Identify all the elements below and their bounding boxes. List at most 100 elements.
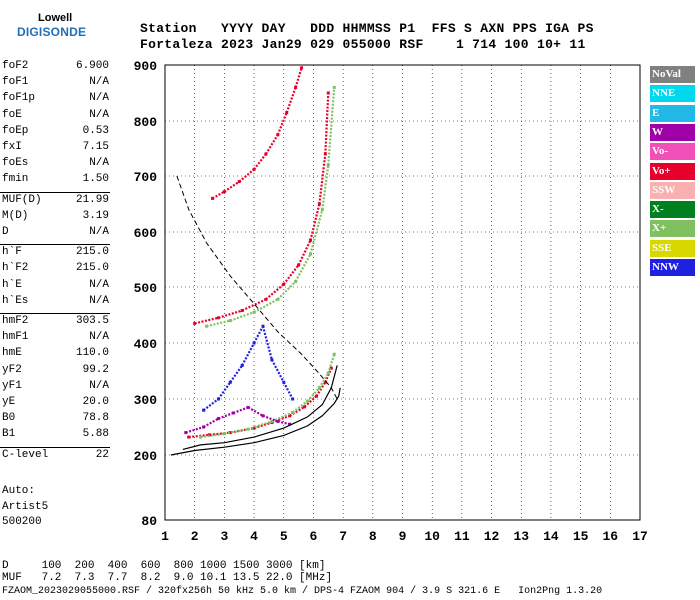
x-tick-label: 10 xyxy=(424,529,440,544)
trace-segment xyxy=(202,398,220,412)
trace-segment xyxy=(289,405,306,417)
legend-item-e: E xyxy=(650,104,695,122)
param-row: yE 20.0 xyxy=(2,396,109,410)
param-name: fxI xyxy=(2,141,22,153)
param-value: 78.8 xyxy=(82,412,109,425)
trace-segment xyxy=(253,153,267,171)
param-value: 7.15 xyxy=(82,141,109,153)
param-row: hmF2 303.5 xyxy=(2,315,109,329)
trace-segment xyxy=(309,203,321,241)
param-name: M(D) xyxy=(2,209,29,222)
param-row: foF1p N/A xyxy=(2,92,109,106)
param-value: N/A xyxy=(89,331,109,344)
param-separator xyxy=(0,191,110,193)
param-value: 22 xyxy=(95,448,109,461)
legend-item-nne: NNE xyxy=(650,85,695,103)
x-tick-label: 11 xyxy=(454,529,470,544)
param-row: h`F2 215.0 xyxy=(2,262,109,276)
param-row: foEs N/A xyxy=(2,157,109,171)
param-row: yF1 N/A xyxy=(2,380,109,394)
param-value: N/A xyxy=(89,92,109,105)
trace-segment xyxy=(206,319,231,328)
legend-item-x: X+ xyxy=(650,220,695,238)
param-name: B1 xyxy=(2,428,16,441)
trace-segment xyxy=(291,400,309,414)
trace-segment xyxy=(309,209,324,255)
trace-segment xyxy=(211,190,225,200)
param-name: B0 xyxy=(2,412,16,425)
param-row: foEp 0.53 xyxy=(2,125,109,139)
param-row: fxI 7.15 xyxy=(2,141,109,155)
param-name: fmin xyxy=(2,173,29,186)
x-tick-label: 1 xyxy=(161,529,169,544)
x-tick-label: 2 xyxy=(191,529,199,544)
trace-segment xyxy=(229,364,244,383)
param-separator xyxy=(0,313,110,314)
trace-segment xyxy=(253,325,264,344)
param-row: yF2 99.2 xyxy=(2,364,109,378)
trace-segment xyxy=(324,92,330,155)
param-row: fmin 1.50 xyxy=(2,173,109,187)
trace-segment xyxy=(265,283,285,301)
param-value: 20.0 xyxy=(82,396,109,408)
param-value: 110.0 xyxy=(75,347,109,360)
trace-segment xyxy=(294,67,303,88)
y-tick-label: 600 xyxy=(134,226,158,241)
param-row: foF2 6.900 xyxy=(2,60,109,74)
param-name: h`F2 xyxy=(2,262,29,275)
param-value: 1.50 xyxy=(82,173,109,186)
y-tick-label: 200 xyxy=(134,449,158,464)
trace-segment xyxy=(306,387,321,402)
param-value: N/A xyxy=(89,379,109,392)
trace-segment xyxy=(223,180,240,193)
trace-segment xyxy=(261,325,273,361)
param-name: foF2 xyxy=(2,60,29,72)
logo-digisonde-text: DIGISONDE xyxy=(17,25,87,39)
trace-segment xyxy=(318,372,330,389)
param-value: 6.900 xyxy=(75,60,109,72)
trace-segment xyxy=(271,414,291,424)
x-tick-label: 15 xyxy=(573,529,589,544)
header-row-1: Station YYYY DAY DDD HHMMSS P1 FFS S AXN… xyxy=(140,21,594,36)
param-value: N/A xyxy=(89,278,109,291)
trace-segment xyxy=(247,406,264,417)
param-value: N/A xyxy=(89,76,109,89)
param-row: h`E N/A xyxy=(2,279,109,293)
trace-segment xyxy=(224,428,249,435)
trace-segment xyxy=(276,112,288,136)
x-tick-label: 6 xyxy=(310,529,318,544)
muf-row: MUF 7.2 7.3 7.7 8.2 9.0 10.1 13.5 22.0 [… xyxy=(2,572,333,584)
y-tick-label: 80 xyxy=(141,514,157,529)
dashed-curve xyxy=(176,175,338,400)
trace-segment xyxy=(203,417,219,428)
param-separator xyxy=(0,446,110,448)
param-name: C-level xyxy=(2,448,49,461)
param-name: hmF2 xyxy=(2,315,29,327)
trace-segment xyxy=(318,153,327,205)
trace-segment xyxy=(253,298,279,314)
header-row-2: Fortaleza 2023 Jan29 029 055000 RSF 1 71… xyxy=(140,37,586,52)
x-tick-label: 3 xyxy=(220,529,228,544)
param-name: D xyxy=(2,226,9,238)
auto-label: Auto: xyxy=(2,485,36,497)
trace-segment xyxy=(241,298,267,312)
trace-segment xyxy=(285,87,297,113)
param-separator xyxy=(0,244,110,246)
param-value: N/A xyxy=(89,157,109,170)
x-tick-label: 17 xyxy=(632,529,648,544)
param-value: N/A xyxy=(89,226,109,238)
trace-segment xyxy=(238,168,255,183)
trace-segment xyxy=(271,411,294,423)
trace-segment xyxy=(282,381,294,400)
param-value: 21.99 xyxy=(75,193,109,206)
param-name: MUF(D) xyxy=(2,193,42,206)
distance-row: D 100 200 400 600 800 1000 1500 3000 [km… xyxy=(2,560,326,572)
legend-item-vo: Vo+ xyxy=(650,162,695,180)
legend-item-nnw: NNW xyxy=(650,259,695,276)
param-row: M(D) 3.19 xyxy=(2,210,109,224)
file-info-row: FZAOM_2023029055000.RSF / 320fx256h 50 k… xyxy=(2,586,603,597)
param-name: yF2 xyxy=(2,363,22,376)
trace-segment xyxy=(200,432,225,439)
auto-code: 500200 xyxy=(2,516,42,528)
y-tick-label: 400 xyxy=(134,337,158,352)
